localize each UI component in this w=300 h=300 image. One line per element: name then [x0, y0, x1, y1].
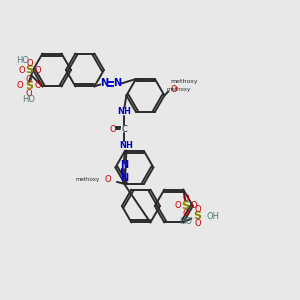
Text: O: O	[18, 66, 25, 75]
Text: N: N	[120, 160, 128, 170]
Text: O: O	[194, 205, 201, 214]
Text: O: O	[182, 194, 189, 203]
Text: S: S	[193, 212, 201, 221]
Text: O: O	[109, 125, 116, 134]
Text: O: O	[190, 201, 196, 210]
Text: HO: HO	[22, 95, 35, 104]
Text: C: C	[122, 125, 127, 134]
Text: OH: OH	[206, 212, 219, 221]
Text: O: O	[35, 82, 41, 91]
Text: O: O	[17, 82, 23, 91]
Text: HO: HO	[16, 56, 29, 65]
Text: S: S	[26, 65, 34, 76]
Text: O: O	[104, 176, 111, 184]
Text: N: N	[120, 173, 128, 183]
Text: N: N	[100, 79, 109, 88]
Text: N: N	[113, 79, 122, 88]
Text: O: O	[194, 219, 201, 228]
Text: O: O	[34, 66, 41, 75]
Text: O: O	[26, 74, 32, 83]
Text: methoxy: methoxy	[166, 87, 190, 92]
Text: HO: HO	[179, 217, 192, 226]
Text: O: O	[182, 209, 189, 218]
Text: NH: NH	[118, 107, 131, 116]
Text: O: O	[174, 201, 181, 210]
Text: methoxy: methoxy	[170, 79, 198, 84]
Text: O: O	[170, 85, 177, 94]
Text: O: O	[26, 59, 33, 68]
Text: methoxy: methoxy	[76, 177, 100, 182]
Text: S: S	[25, 81, 33, 91]
Text: O: O	[26, 88, 32, 98]
Text: S: S	[181, 200, 189, 211]
Text: NH: NH	[119, 141, 133, 150]
